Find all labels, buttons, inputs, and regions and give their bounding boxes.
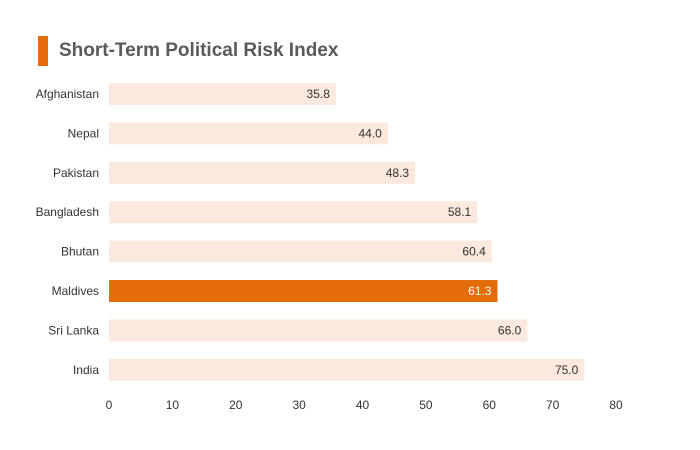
x-tick-label: 70 xyxy=(546,398,560,412)
category-label: Pakistan xyxy=(53,166,99,180)
x-tick-label: 80 xyxy=(609,398,623,412)
bar xyxy=(109,319,528,342)
x-tick-label: 60 xyxy=(483,398,497,412)
category-label: Sri Lanka xyxy=(48,323,99,337)
data-label: 44.0 xyxy=(358,126,382,140)
x-tick-label: 30 xyxy=(292,398,306,412)
x-tick-label: 10 xyxy=(166,398,180,412)
data-label: 66.0 xyxy=(498,323,522,337)
category-label: India xyxy=(73,363,99,377)
bar-group-bhutan: Bhutan 60.4 xyxy=(61,240,492,263)
category-label: Bhutan xyxy=(61,245,99,259)
bar-group-nepal: Nepal 44.0 xyxy=(68,122,388,145)
title-accent-bar xyxy=(38,36,48,66)
data-label: 61.3 xyxy=(468,284,492,298)
data-label: 35.8 xyxy=(307,87,331,101)
bar xyxy=(109,240,492,263)
x-tick-label: 40 xyxy=(356,398,370,412)
bar-group-maldives: Maldives 61.3 xyxy=(52,280,498,302)
bar-group-sri-lanka: Sri Lanka 66.0 xyxy=(48,319,528,342)
bar-group-pakistan: Pakistan 48.3 xyxy=(53,161,416,184)
data-label: 58.1 xyxy=(448,205,472,219)
bar-group-india: India 75.0 xyxy=(73,358,585,381)
bar-group-afghanistan: Afghanistan 35.8 xyxy=(36,83,336,105)
bar xyxy=(109,280,498,302)
x-tick-label: 20 xyxy=(229,398,243,412)
category-label: Maldives xyxy=(52,284,99,298)
chart-title-block: Short-Term Political Risk Index xyxy=(38,35,338,67)
data-label: 48.3 xyxy=(386,166,410,180)
data-label: 75.0 xyxy=(555,363,579,377)
bar xyxy=(109,83,336,105)
bars-layer: Afghanistan 35.8 Nepal 44.0 Pakistan 48.3 Bang… xyxy=(36,83,585,381)
chart-title: Short-Term Political Risk Index xyxy=(59,40,339,61)
bar-group-bangladesh: Bangladesh 58.1 xyxy=(36,201,478,224)
x-axis: 0 10 20 30 40 50 60 70 80 xyxy=(106,398,623,412)
bar xyxy=(109,122,388,145)
x-tick-label: 0 xyxy=(106,398,113,412)
bar xyxy=(109,161,416,184)
category-label: Bangladesh xyxy=(36,205,99,219)
x-tick-label: 50 xyxy=(419,398,433,412)
bar xyxy=(109,201,478,224)
category-label: Afghanistan xyxy=(36,87,99,101)
data-label: 60.4 xyxy=(462,245,486,259)
bar xyxy=(109,358,585,381)
category-label: Nepal xyxy=(68,126,99,140)
